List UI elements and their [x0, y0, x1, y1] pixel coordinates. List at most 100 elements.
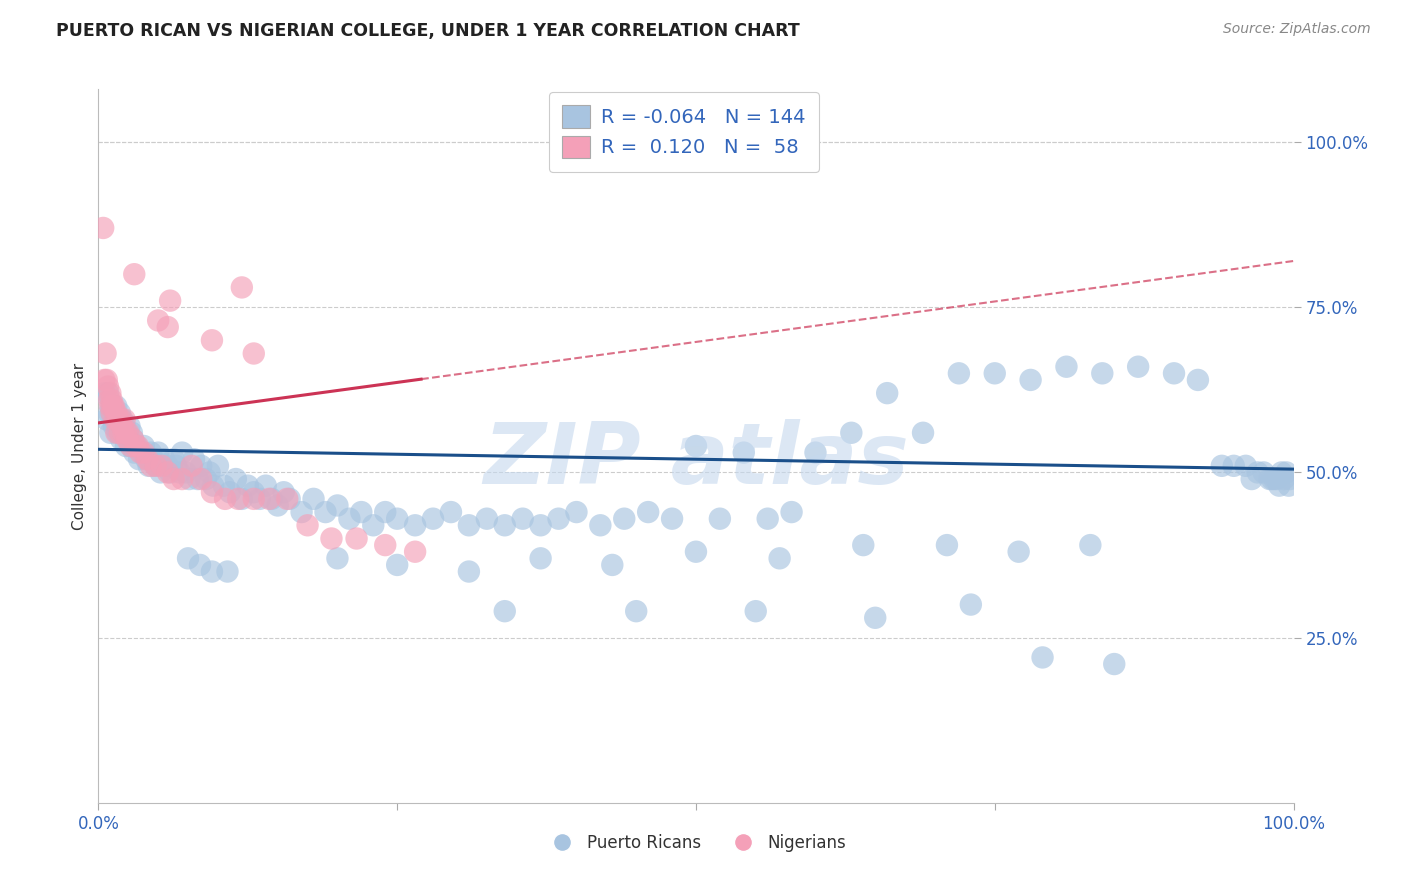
Point: [1278, 472, 1301, 486]
Point: [96, 373, 118, 387]
Point: [148, 313, 170, 327]
Point: [984, 367, 1007, 381]
Point: [1032, 650, 1054, 665]
Point: [112, 425, 135, 440]
Point: [142, 452, 165, 467]
Point: [107, 412, 129, 426]
Point: [1247, 466, 1270, 480]
Point: [100, 392, 122, 407]
Point: [494, 604, 516, 618]
Point: [172, 472, 194, 486]
Point: [768, 551, 790, 566]
Point: [960, 598, 983, 612]
Point: [661, 511, 683, 525]
Point: [127, 439, 149, 453]
Point: [1253, 466, 1275, 480]
Point: [105, 400, 128, 414]
Point: [105, 406, 128, 420]
Point: [440, 505, 463, 519]
Point: [122, 433, 145, 447]
Point: [103, 400, 125, 414]
Point: [458, 565, 481, 579]
Point: [131, 445, 153, 459]
Point: [124, 439, 146, 453]
Legend: R = -0.064   N = 144, R =  0.120   N =  58: R = -0.064 N = 144, R = 0.120 N = 58: [548, 92, 820, 171]
Point: [187, 472, 209, 486]
Point: [201, 565, 224, 579]
Point: [214, 491, 236, 506]
Point: [201, 333, 224, 347]
Point: [114, 412, 136, 426]
Point: [291, 505, 314, 519]
Point: [122, 433, 145, 447]
Point: [149, 466, 172, 480]
Point: [98, 392, 121, 407]
Y-axis label: College, Under 1 year: College, Under 1 year: [72, 362, 87, 530]
Point: [103, 419, 125, 434]
Point: [1128, 359, 1150, 374]
Point: [530, 518, 553, 533]
Point: [156, 320, 179, 334]
Point: [202, 478, 225, 492]
Point: [132, 445, 155, 459]
Point: [1263, 472, 1285, 486]
Point: [326, 551, 349, 566]
Point: [172, 445, 194, 459]
Point: [101, 400, 124, 414]
Point: [156, 458, 179, 473]
Point: [136, 452, 159, 467]
Point: [385, 511, 409, 525]
Point: [404, 545, 426, 559]
Point: [1278, 478, 1301, 492]
Point: [120, 439, 142, 453]
Point: [326, 499, 349, 513]
Point: [148, 445, 170, 459]
Point: [100, 406, 122, 420]
Point: [422, 511, 444, 525]
Point: [165, 458, 187, 473]
Point: [733, 445, 755, 459]
Point: [98, 406, 121, 420]
Point: [138, 458, 160, 473]
Point: [159, 466, 181, 480]
Point: [1104, 657, 1126, 671]
Point: [117, 425, 139, 440]
Point: [1275, 466, 1298, 480]
Point: [117, 433, 139, 447]
Point: [249, 491, 271, 506]
Point: [512, 511, 534, 525]
Point: [745, 604, 768, 618]
Point: [121, 425, 143, 440]
Point: [685, 545, 707, 559]
Point: [1265, 472, 1288, 486]
Point: [273, 485, 295, 500]
Point: [339, 511, 361, 525]
Point: [98, 425, 122, 440]
Point: [115, 425, 138, 440]
Point: [96, 412, 118, 426]
Point: [1008, 545, 1031, 559]
Point: [321, 532, 343, 546]
Point: [198, 466, 221, 480]
Point: [404, 518, 426, 533]
Point: [685, 439, 707, 453]
Point: [98, 386, 122, 401]
Point: [602, 558, 624, 572]
Point: [709, 511, 731, 525]
Point: [1091, 367, 1114, 381]
Point: [163, 472, 186, 486]
Point: [188, 558, 211, 572]
Point: [107, 412, 129, 426]
Point: [613, 511, 636, 525]
Point: [231, 491, 253, 506]
Point: [97, 379, 120, 393]
Point: [756, 511, 779, 525]
Point: [1211, 458, 1233, 473]
Point: [174, 466, 197, 480]
Point: [936, 538, 959, 552]
Point: [1261, 472, 1284, 486]
Point: [315, 505, 337, 519]
Point: [346, 532, 368, 546]
Point: [243, 485, 266, 500]
Point: [1187, 373, 1209, 387]
